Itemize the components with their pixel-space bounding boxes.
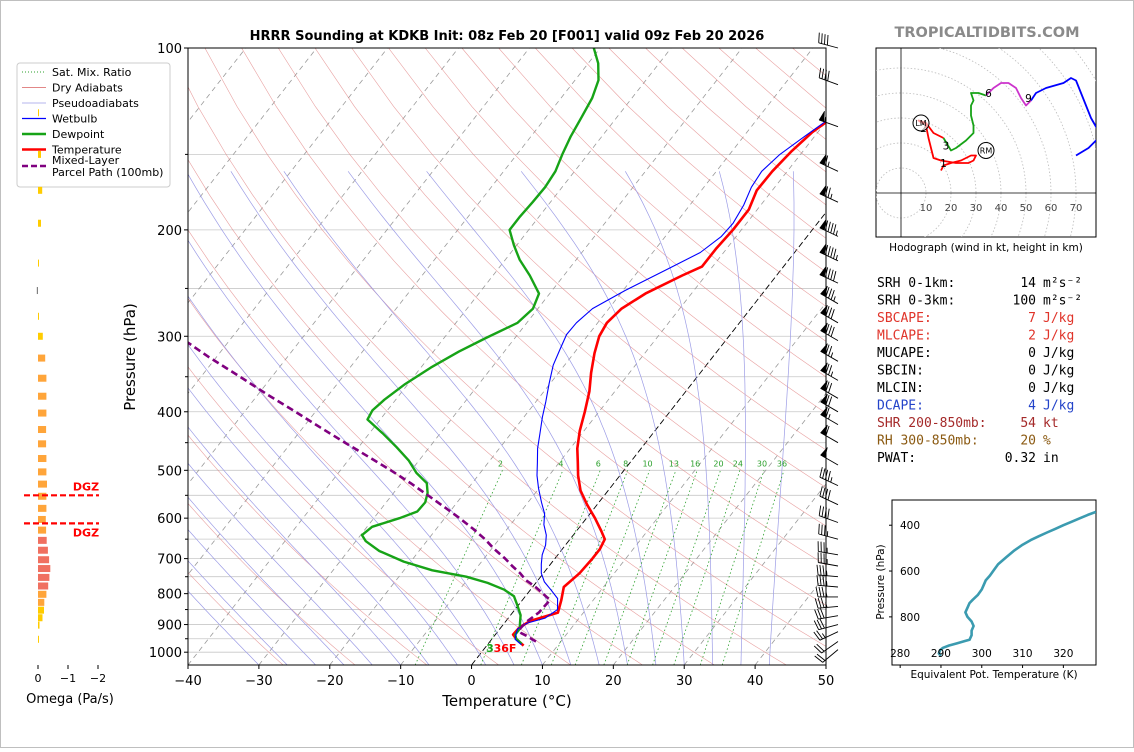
figure-frame — [0, 0, 1134, 748]
